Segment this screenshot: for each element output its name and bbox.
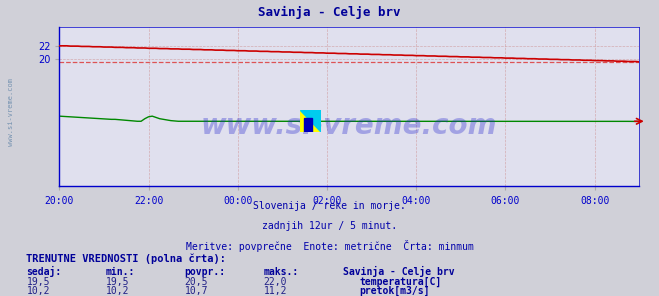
Text: 19,5: 19,5 <box>105 277 129 287</box>
Text: 11,2: 11,2 <box>264 286 287 296</box>
Text: Savinja - Celje brv: Savinja - Celje brv <box>343 266 454 277</box>
Text: 22,0: 22,0 <box>264 277 287 287</box>
Text: Savinja - Celje brv: Savinja - Celje brv <box>258 6 401 19</box>
Text: www.si-vreme.com: www.si-vreme.com <box>201 112 498 140</box>
Polygon shape <box>300 110 321 132</box>
Polygon shape <box>304 118 312 132</box>
Text: TRENUTNE VREDNOSTI (polna črta):: TRENUTNE VREDNOSTI (polna črta): <box>26 253 226 264</box>
Text: 10,7: 10,7 <box>185 286 208 296</box>
Text: 20,5: 20,5 <box>185 277 208 287</box>
Text: Slovenija / reke in morje.: Slovenija / reke in morje. <box>253 201 406 211</box>
Text: Meritve: povprečne  Enote: metrične  Črta: minmum: Meritve: povprečne Enote: metrične Črta:… <box>186 240 473 252</box>
Text: pretok[m3/s]: pretok[m3/s] <box>359 286 430 296</box>
Text: povpr.:: povpr.: <box>185 267 225 277</box>
Text: www.si-vreme.com: www.si-vreme.com <box>8 78 14 147</box>
Text: 10,2: 10,2 <box>105 286 129 296</box>
Text: zadnjih 12ur / 5 minut.: zadnjih 12ur / 5 minut. <box>262 221 397 231</box>
Text: maks.:: maks.: <box>264 267 299 277</box>
Text: min.:: min.: <box>105 267 135 277</box>
Text: 10,2: 10,2 <box>26 286 50 296</box>
Text: 19,5: 19,5 <box>26 277 50 287</box>
Text: sedaj:: sedaj: <box>26 266 61 277</box>
Text: temperatura[C]: temperatura[C] <box>359 277 442 287</box>
